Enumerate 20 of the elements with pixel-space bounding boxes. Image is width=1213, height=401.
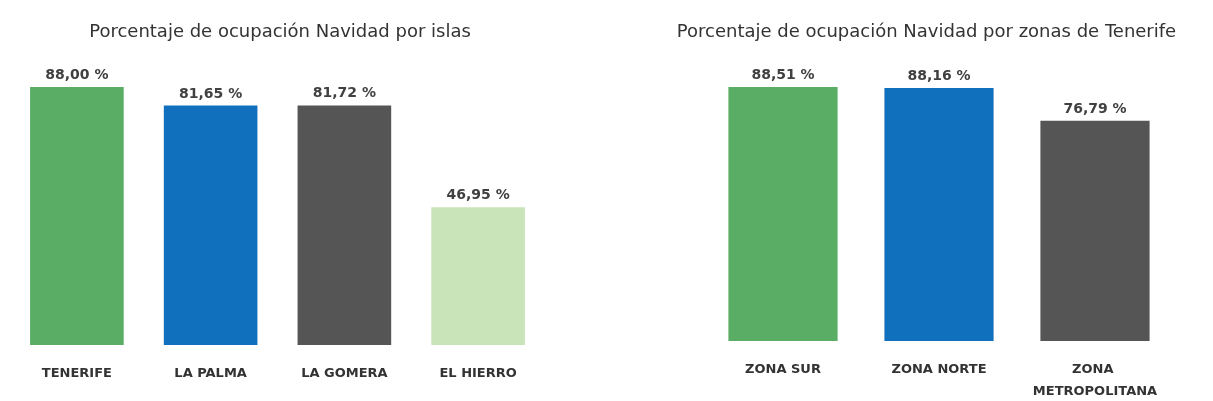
- bar: [30, 87, 124, 345]
- chart-title: Porcentaje de ocupación Navidad por islas: [89, 19, 471, 41]
- x-tick-label: ZONA METROPOLITANA: [1032, 360, 1158, 398]
- x-tick-label: LA GOMERA: [301, 364, 388, 380]
- x-tick-label: ZONA NORTE: [891, 360, 987, 376]
- x-tick-label: EL HIERRO: [439, 364, 517, 380]
- data-label: 81,72 %: [312, 84, 376, 101]
- bar: [297, 105, 392, 345]
- data-label: 88,16 %: [907, 67, 971, 83]
- chart-title: Porcentaje de ocupación Navidad por zonas de Tenerife: [676, 19, 1177, 41]
- bar: [163, 105, 258, 345]
- data-label: 88,00 %: [45, 66, 109, 82]
- data-label: 46,95 %: [446, 186, 510, 203]
- x-tick-label: TENERIFE: [41, 364, 112, 380]
- data-label: 88,51 %: [751, 66, 815, 82]
- x-tick-label: ZONA SUR: [745, 360, 821, 376]
- bar: [431, 207, 525, 345]
- data-label: 81,65 %: [179, 84, 243, 101]
- data-label: 76,79 %: [1063, 99, 1127, 116]
- x-tick-label: LA PALMA: [174, 364, 247, 380]
